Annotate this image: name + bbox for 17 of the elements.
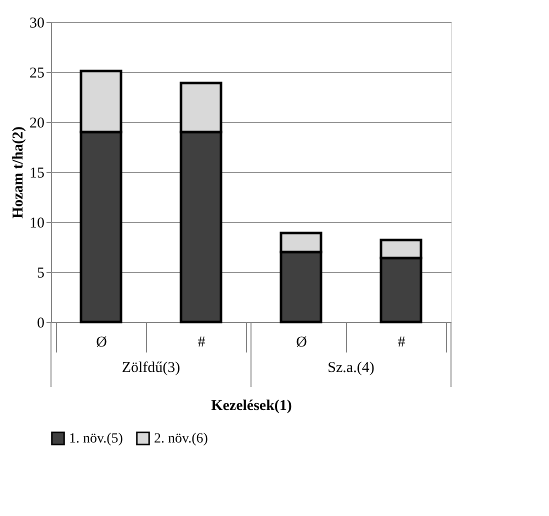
- legend-label: 2. növ.(6): [154, 431, 208, 446]
- y-tick-label: 25: [30, 66, 44, 82]
- x-axis-title: Kezelések(1): [211, 398, 292, 414]
- y-axis-title: Hozam t/ha(2): [10, 126, 26, 219]
- y-tick-label: 5: [37, 266, 44, 282]
- y-tick-label: 15: [30, 166, 44, 182]
- y-tick-label: 30: [30, 16, 44, 32]
- x-tick-label: Ø: [96, 334, 108, 350]
- y-tick-label: 20: [30, 116, 44, 132]
- x-tick-label: #: [198, 334, 206, 350]
- y-tick-label: 10: [30, 216, 44, 232]
- x-tick-label: #: [398, 334, 406, 350]
- y-tick-label: 0: [37, 316, 44, 332]
- text: Sz.a.(4): [328, 360, 374, 376]
- legend-label: 1. növ.(5): [69, 431, 124, 446]
- x-tick-label: Ø: [296, 334, 308, 350]
- text: Zölfdű(3): [122, 360, 180, 376]
